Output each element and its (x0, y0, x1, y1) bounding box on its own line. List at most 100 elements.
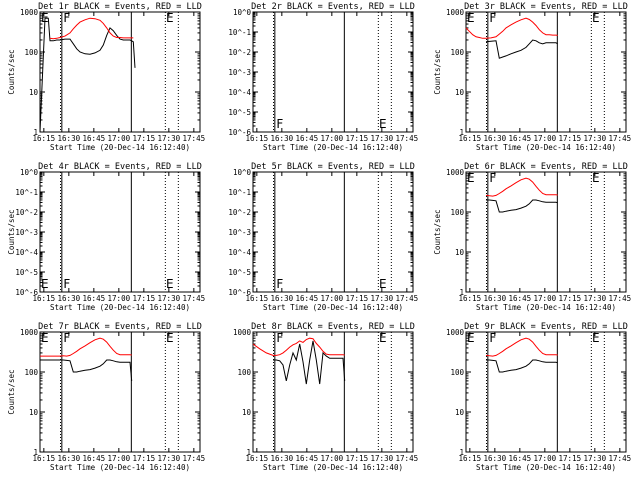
y-tick-label: 10^-4 (228, 88, 251, 97)
x-tick-label: 16:15 (246, 134, 269, 143)
chart-title: Det 3r BLACK = Events, RED = LLD (464, 2, 628, 12)
y-tick-label: 1000 (446, 328, 465, 337)
y-axis-label: Counts/sec (7, 369, 16, 414)
y-tick-label: 10 (29, 408, 39, 417)
y-tick-label: 1 (459, 128, 464, 137)
y-tick-label: 1000 (446, 168, 465, 177)
y-tick-label: 10^-5 (228, 268, 251, 277)
x-tick-label: 17:15 (559, 294, 582, 303)
x-tick-label: 16:30 (484, 294, 507, 303)
x-tick-label: 16:45 (296, 294, 319, 303)
series-line-events (486, 359, 558, 373)
y-tick-label: 10^-3 (228, 68, 251, 77)
marker-e: E (467, 331, 475, 345)
y-tick-label: 10^-3 (228, 228, 251, 237)
x-axis-label: Start Time (20-Dec-14 16:12:40) (50, 463, 190, 472)
x-tick-label: 16:30 (271, 134, 294, 143)
y-tick-label: 100 (24, 368, 38, 377)
plot-frame (252, 331, 414, 453)
x-tick-label: 16:45 (296, 134, 319, 143)
x-tick-label: 16:30 (58, 454, 81, 463)
plot-frame (465, 11, 627, 133)
y-tick-label: 10^-2 (228, 208, 251, 217)
x-tick-label: 17:00 (534, 134, 557, 143)
y-tick-label: 10^-2 (15, 208, 38, 217)
x-tick-label: 16:45 (83, 294, 106, 303)
x-tick-label: 17:30 (371, 294, 394, 303)
y-tick-label: 1000 (233, 328, 252, 337)
marker-f: F (63, 331, 70, 345)
x-tick-label: 17:15 (133, 454, 156, 463)
chart-panel-9: Det 9r BLACK = Events, RED = LLD Start Ti… (446, 322, 631, 472)
plot-frame (39, 11, 201, 133)
plot-frame (465, 331, 627, 453)
y-axis-label: Counts/sec (7, 209, 16, 254)
series-line-events (485, 39, 558, 59)
x-tick-label: 17:30 (371, 134, 394, 143)
series-line-events (486, 199, 558, 213)
x-tick-label: 16:15 (33, 294, 56, 303)
x-tick-label: 16:30 (484, 454, 507, 463)
y-tick-label: 10^-1 (228, 28, 251, 37)
x-tick-label: 16:30 (58, 134, 81, 143)
y-tick-label: 10 (455, 248, 465, 257)
x-tick-label: 17:45 (183, 454, 206, 463)
x-tick-label: 17:30 (158, 294, 181, 303)
y-tick-label: 10^-1 (228, 188, 251, 197)
marker-f: F (63, 277, 70, 291)
x-tick-label: 17:45 (183, 134, 206, 143)
marker-e: E (592, 11, 600, 25)
chart-panel-6: Det 6r BLACK = Events, RED = LLD Counts/s… (433, 162, 631, 312)
x-tick-label: 17:00 (321, 454, 344, 463)
series-line-lld (465, 17, 558, 39)
x-tick-label: 16:45 (509, 454, 532, 463)
chart-title: Det 8r BLACK = Events, RED = LLD (251, 322, 415, 332)
series-line-events (40, 359, 133, 381)
y-tick-label: 1 (459, 448, 464, 457)
marker-e: E (467, 171, 475, 185)
x-tick-label: 17:15 (133, 134, 156, 143)
chart-panel-2: Det 2r BLACK = Events, RED = LLD Start Ti… (228, 2, 418, 152)
chart-title: Det 5r BLACK = Events, RED = LLD (251, 162, 415, 172)
x-tick-label: 16:15 (246, 294, 269, 303)
x-tick-label: 17:30 (584, 134, 607, 143)
chart-title: Det 2r BLACK = Events, RED = LLD (251, 2, 415, 12)
y-axis-label: Counts/sec (7, 49, 16, 94)
y-tick-label: 10 (242, 408, 252, 417)
series-line-lld (49, 17, 134, 40)
x-axis-label: Start Time (20-Dec-14 16:12:40) (476, 463, 616, 472)
x-axis-label: Start Time (20-Dec-14 16:12:40) (263, 143, 403, 152)
series-line-lld (485, 337, 558, 357)
chart-panel-7: Det 7r BLACK = Events, RED = LLD Counts/s… (7, 322, 205, 472)
y-tick-label: 10^-1 (15, 188, 38, 197)
x-tick-label: 16:30 (271, 294, 294, 303)
marker-f: F (489, 171, 496, 185)
x-axis-label: Start Time (20-Dec-14 16:12:40) (476, 303, 616, 312)
x-tick-label: 16:30 (271, 454, 294, 463)
x-tick-label: 17:30 (158, 454, 181, 463)
series-line-events (273, 340, 346, 385)
y-tick-label: 100 (24, 48, 38, 57)
x-tick-label: 17:15 (346, 294, 369, 303)
y-axis-label: Counts/sec (433, 209, 442, 254)
y-tick-label: 100 (450, 48, 464, 57)
y-tick-label: 10^0 (20, 168, 39, 177)
x-tick-label: 17:15 (346, 454, 369, 463)
plot-frame (252, 11, 414, 133)
chart-panel-1: Det 1r BLACK = Events, RED = LLD Counts/s… (7, 2, 205, 152)
plot-frame (465, 171, 627, 293)
chart-title: Det 1r BLACK = Events, RED = LLD (38, 2, 202, 12)
y-tick-label: 1000 (20, 328, 39, 337)
marker-e: E (592, 331, 600, 345)
x-tick-label: 17:30 (584, 454, 607, 463)
y-tick-label: 10 (455, 408, 465, 417)
y-tick-label: 1 (459, 288, 464, 297)
y-tick-label: 1 (246, 448, 251, 457)
series-line-events (39, 17, 136, 133)
x-tick-label: 17:45 (396, 134, 419, 143)
x-tick-label: 16:15 (246, 454, 269, 463)
y-tick-label: 10^-4 (228, 248, 251, 257)
x-tick-label: 17:15 (133, 294, 156, 303)
x-tick-label: 17:45 (396, 454, 419, 463)
